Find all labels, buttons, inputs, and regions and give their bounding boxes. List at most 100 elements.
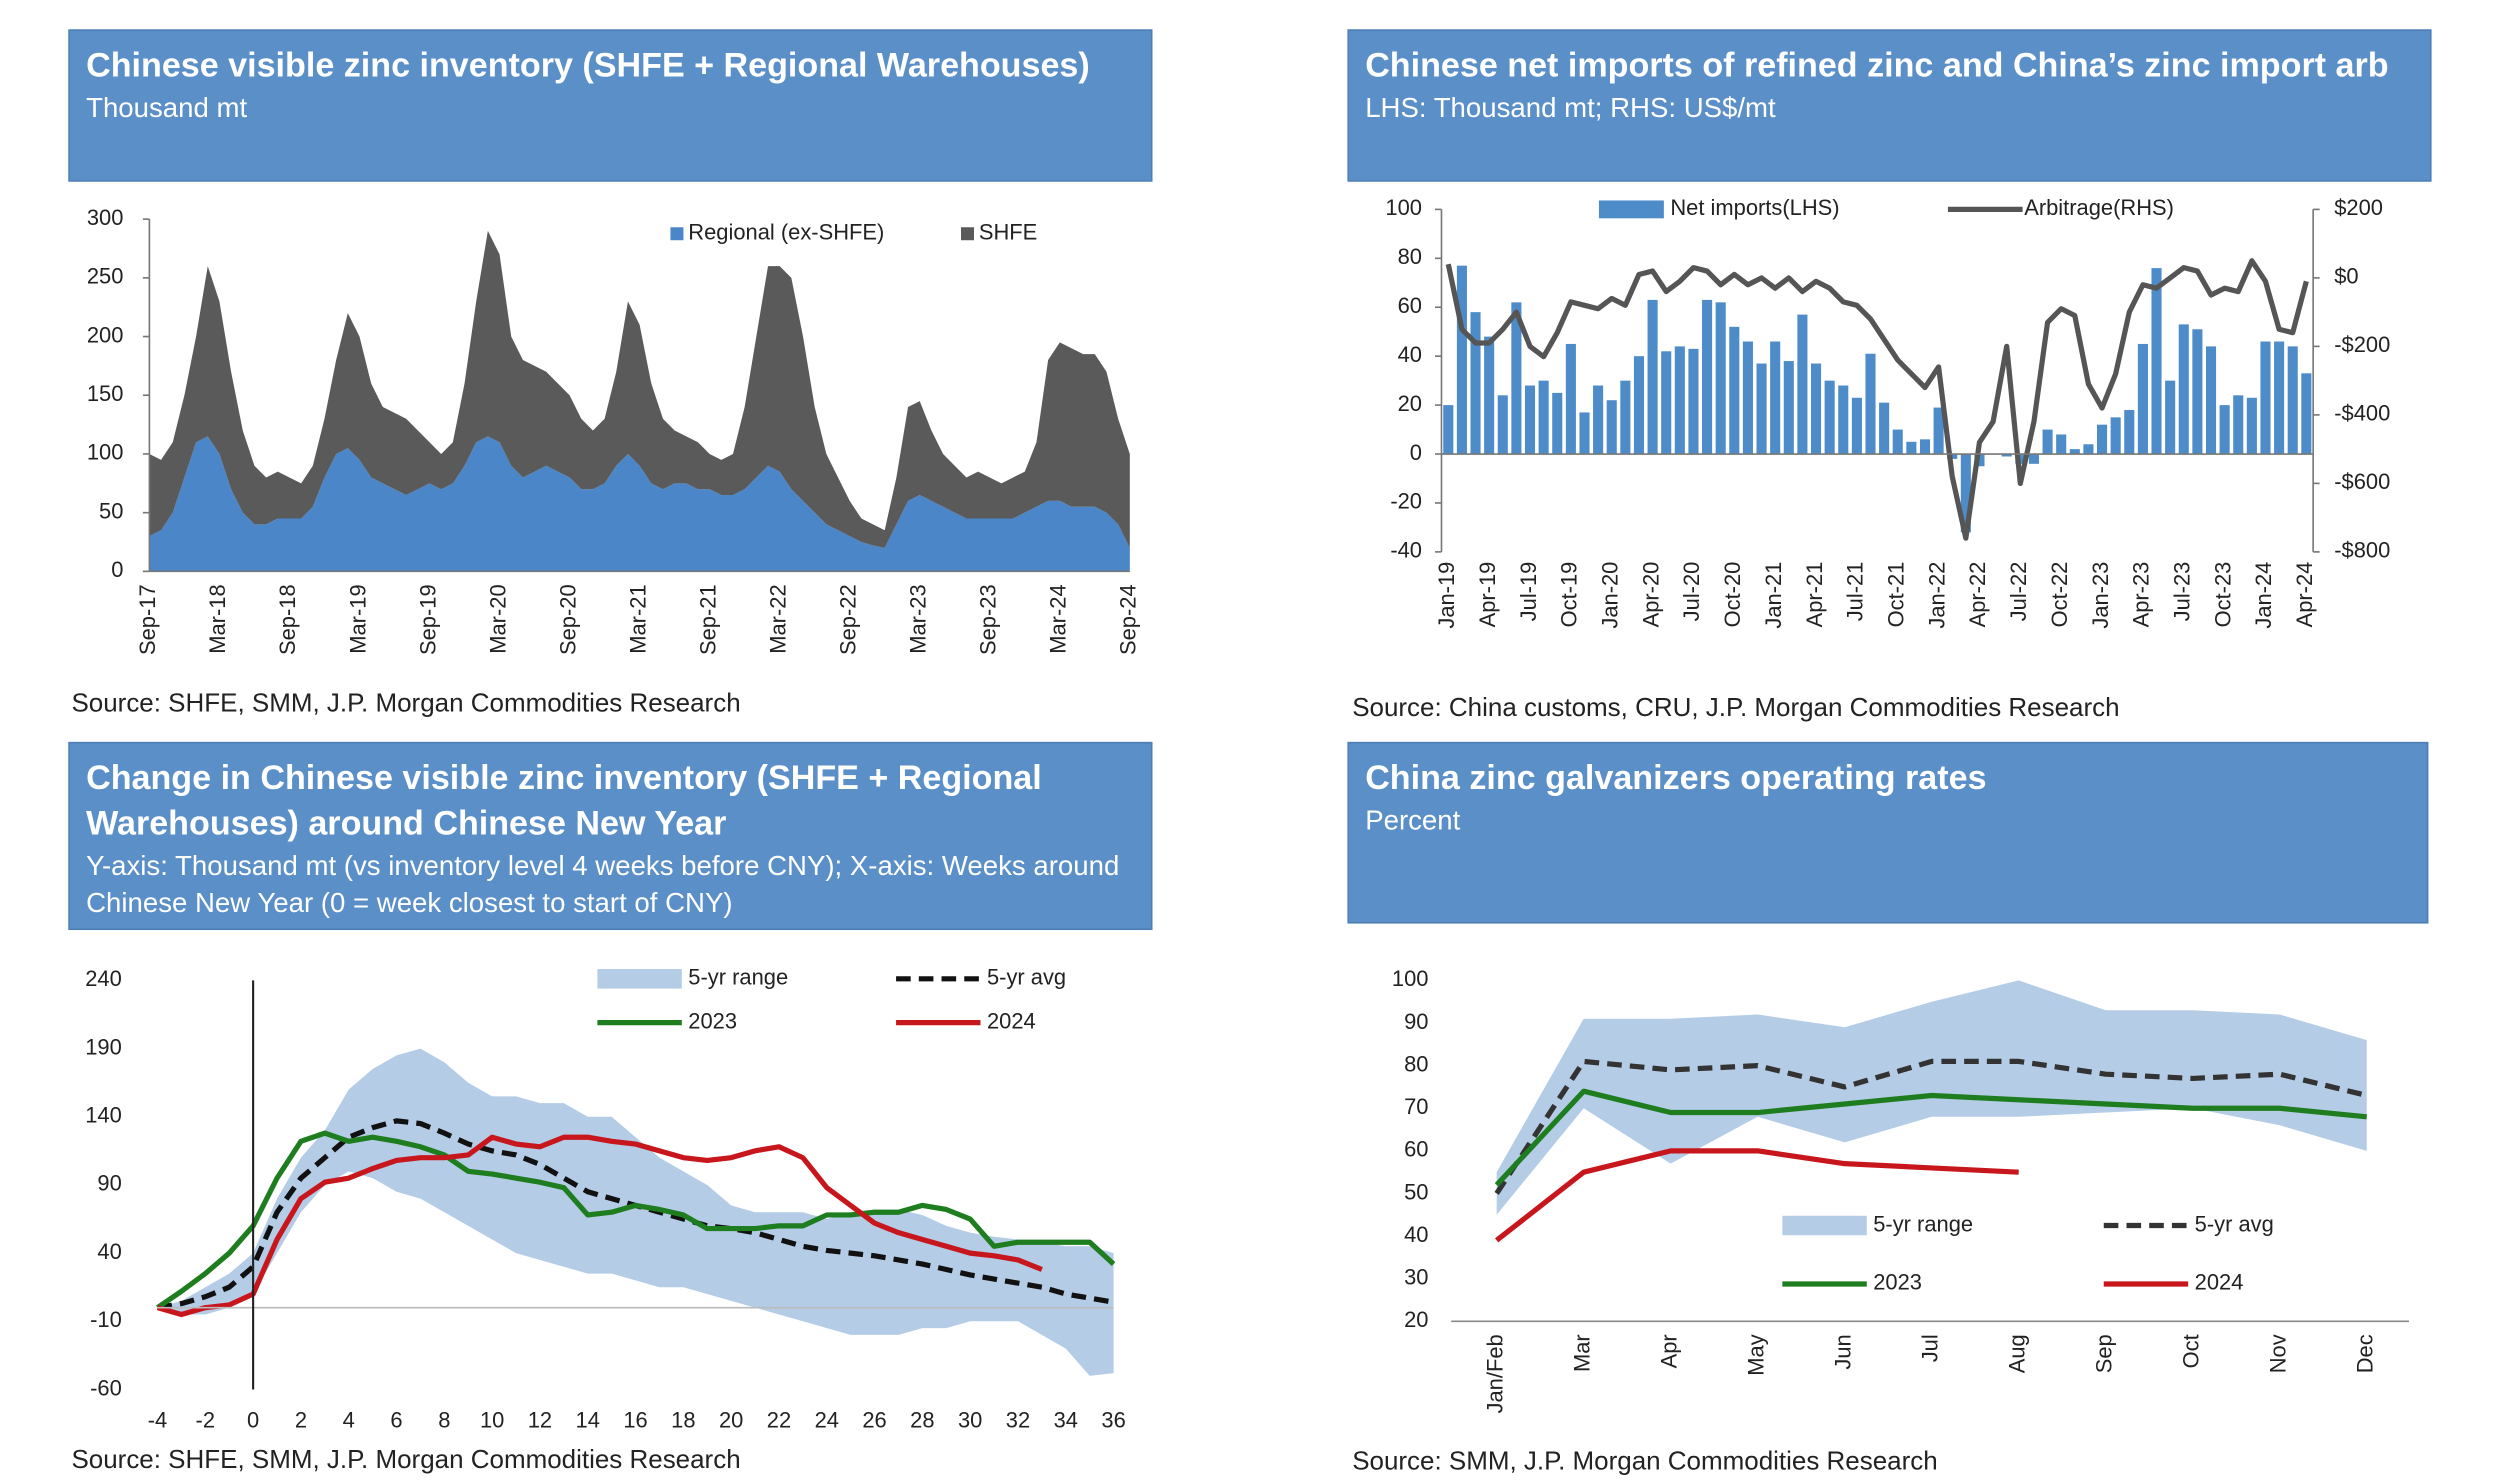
x-tick-label: Aug bbox=[2004, 1334, 2029, 1373]
bar bbox=[2001, 454, 2012, 457]
x-tick-label: Apr-19 bbox=[1475, 562, 1500, 628]
bar bbox=[1606, 400, 1617, 455]
y-tick-label: 0 bbox=[1410, 440, 1422, 465]
x-tick-label: Jul-21 bbox=[1843, 562, 1868, 622]
x-tick-label: 24 bbox=[815, 1408, 839, 1433]
y-tick-label: 80 bbox=[1398, 244, 1422, 269]
bar bbox=[2083, 444, 2094, 455]
x-tick-label: Mar-20 bbox=[485, 584, 510, 653]
y-tick-label: 50 bbox=[99, 498, 123, 523]
source-note: Source: SMM, J.P. Morgan Commodities Res… bbox=[1352, 1445, 1937, 1475]
y-tick-label: 140 bbox=[85, 1103, 122, 1128]
legend-label: Net imports(LHS) bbox=[1670, 195, 1839, 220]
legend-label: 2023 bbox=[688, 1008, 737, 1033]
x-tick-label: Sep-17 bbox=[135, 584, 160, 655]
x-tick-label: -4 bbox=[148, 1408, 167, 1433]
bar bbox=[2233, 395, 2244, 455]
header: China zinc galvanizers operating rates P… bbox=[1347, 741, 2429, 924]
x-tick-label: -2 bbox=[196, 1408, 215, 1433]
x-tick-label: 8 bbox=[438, 1408, 450, 1433]
x-tick-label: Oct-21 bbox=[1884, 562, 1909, 628]
bar bbox=[1715, 302, 1726, 455]
bar bbox=[1933, 407, 1944, 455]
y-tick-label: 100 bbox=[1392, 966, 1429, 991]
bar bbox=[1538, 380, 1549, 455]
bar bbox=[1511, 302, 1522, 455]
line bbox=[1494, 1058, 2368, 1195]
bar bbox=[1674, 346, 1685, 455]
y-tick-label: 0 bbox=[111, 557, 123, 582]
bar bbox=[1892, 429, 1903, 455]
x-tick-label: Apr-24 bbox=[2292, 562, 2317, 628]
x-tick-label: Oct-22 bbox=[2047, 562, 2072, 628]
x-tick-label: Mar bbox=[1569, 1334, 1594, 1372]
source-note: Source: China customs, CRU, J.P. Morgan … bbox=[1352, 692, 2119, 722]
bar bbox=[2097, 424, 2108, 455]
x-tick-label: 4 bbox=[343, 1408, 355, 1433]
bar bbox=[1824, 380, 1835, 455]
x-tick-label: 22 bbox=[767, 1408, 791, 1433]
x-tick-label: Jul-22 bbox=[2006, 562, 2031, 622]
source-note: Source: SHFE, SMM, J.P. Morgan Commoditi… bbox=[71, 687, 740, 717]
x-tick-label: Oct bbox=[2178, 1334, 2203, 1368]
bar bbox=[2110, 417, 2121, 455]
bar bbox=[1593, 385, 1604, 455]
chart-subtitle: Y-axis: Thousand mt (vs inventory level … bbox=[86, 850, 1120, 919]
x-tick-label: Dec bbox=[2352, 1334, 2377, 1373]
x-tick-label: Sep-19 bbox=[415, 584, 440, 655]
y-tick-label: 100 bbox=[87, 440, 124, 465]
y-tick-label: 20 bbox=[1398, 391, 1422, 416]
x-tick-label: Sep bbox=[2091, 1334, 2116, 1373]
bar bbox=[1838, 385, 1849, 455]
x-tick-label: Jan-20 bbox=[1598, 562, 1623, 629]
y-tick-label: -60 bbox=[90, 1375, 122, 1400]
bar bbox=[1565, 343, 1576, 455]
x-tick-label: Sep-23 bbox=[976, 584, 1001, 655]
x-tick-label: Mar-22 bbox=[765, 584, 790, 653]
line bbox=[156, 1130, 1116, 1310]
x-tick-label: 20 bbox=[719, 1408, 743, 1433]
y-tick-label: 40 bbox=[1398, 342, 1422, 367]
y-tick-label: -$400 bbox=[2334, 401, 2390, 426]
bar bbox=[2192, 329, 2203, 455]
line bbox=[1494, 1088, 2367, 1187]
legend-swatch bbox=[1598, 200, 1664, 219]
line bbox=[1445, 258, 2309, 541]
y-tick-label: 240 bbox=[85, 966, 122, 991]
y-tick-label: 40 bbox=[97, 1239, 121, 1264]
y-tick-label: -40 bbox=[1390, 538, 1422, 563]
legend-swatch bbox=[1782, 1215, 1867, 1236]
y-tick-label: 90 bbox=[97, 1171, 121, 1196]
x-tick-label: Jan-19 bbox=[1434, 562, 1459, 629]
x-tick-label: Jan-23 bbox=[2088, 562, 2113, 629]
legend-label: Regional (ex-SHFE) bbox=[688, 220, 884, 245]
x-tick-label: 30 bbox=[958, 1408, 982, 1433]
y-tick-label: 60 bbox=[1404, 1137, 1428, 1162]
bar bbox=[1702, 299, 1713, 455]
y-tick-label: -20 bbox=[1390, 489, 1422, 514]
y-tick-label: 20 bbox=[1404, 1307, 1428, 1332]
bar bbox=[1443, 405, 1454, 455]
x-tick-label: Mar-23 bbox=[906, 584, 931, 653]
y-tick-label: 50 bbox=[1404, 1179, 1428, 1204]
legend-swatch bbox=[597, 969, 682, 989]
legend-label: 5-yr range bbox=[1873, 1211, 1973, 1236]
header: Chinese net imports of refined zinc and … bbox=[1347, 29, 2432, 182]
x-tick-label: Jan/Feb bbox=[1482, 1334, 1507, 1413]
x-tick-label: Apr-22 bbox=[1965, 562, 1990, 628]
x-tick-label: 36 bbox=[1101, 1408, 1125, 1433]
x-tick-label: 26 bbox=[862, 1408, 886, 1433]
y-tick-label: 300 bbox=[87, 205, 124, 230]
area bbox=[149, 230, 1130, 548]
x-tick-label: 10 bbox=[480, 1408, 504, 1433]
bar bbox=[2042, 429, 2053, 455]
x-tick-label: Mar-24 bbox=[1046, 584, 1071, 653]
y-tick-label: -$600 bbox=[2334, 469, 2390, 494]
x-tick-label: Sep-20 bbox=[555, 584, 580, 655]
bar bbox=[2246, 397, 2257, 455]
y-tick-label: -$800 bbox=[2334, 538, 2390, 563]
bar bbox=[1810, 363, 1822, 455]
y-tick-label: $200 bbox=[2334, 195, 2383, 220]
header: Chinese visible zinc inventory (SHFE + R… bbox=[68, 29, 1153, 182]
header-box: Chinese visible zinc inventory (SHFE + R… bbox=[68, 29, 1153, 182]
